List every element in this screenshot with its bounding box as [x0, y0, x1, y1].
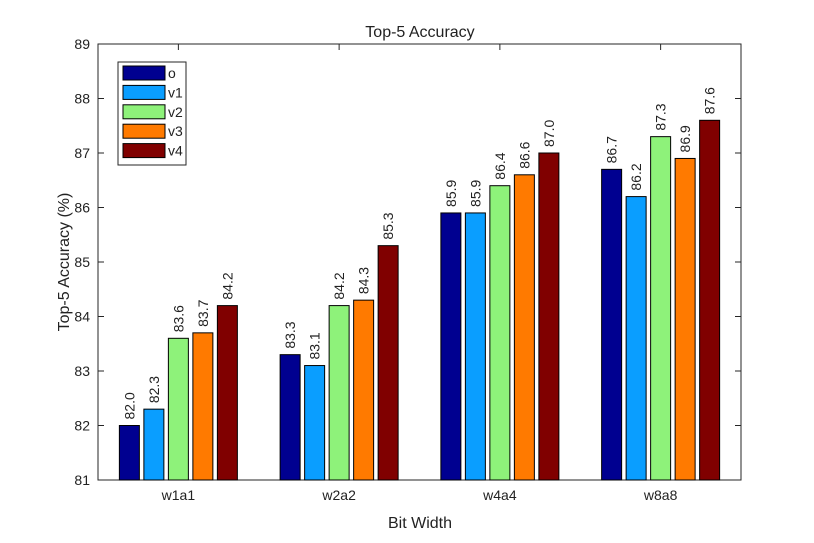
data-label: 87.0 — [541, 120, 557, 147]
data-label: 86.4 — [492, 152, 508, 179]
data-label: 83.7 — [195, 299, 211, 326]
bar — [489, 185, 511, 481]
data-label: 84.3 — [356, 267, 372, 294]
x-tick-label: w1a1 — [161, 487, 196, 503]
x-tick-label: w8a8 — [643, 487, 678, 503]
bar — [304, 365, 326, 481]
bar — [650, 136, 672, 481]
bar — [674, 157, 696, 481]
bar — [279, 354, 301, 481]
data-label: 87.3 — [653, 103, 669, 130]
data-label: 85.9 — [467, 179, 483, 206]
bar — [353, 299, 375, 481]
data-label: 83.6 — [170, 305, 186, 332]
data-label: 85.9 — [443, 179, 459, 206]
y-tick-label: 85 — [74, 254, 90, 270]
data-label: 82.0 — [121, 392, 137, 419]
data-label: 84.2 — [331, 272, 347, 299]
bar — [625, 196, 647, 481]
data-label: 87.6 — [702, 87, 718, 114]
y-tick-label: 81 — [74, 472, 90, 488]
data-label: 86.9 — [677, 125, 693, 152]
legend-swatch — [122, 84, 166, 100]
legend-label: v4 — [168, 143, 183, 159]
y-tick-label: 86 — [74, 200, 90, 216]
bar — [464, 212, 486, 481]
legend-swatch — [122, 143, 166, 159]
bar — [538, 152, 560, 481]
legend-swatch — [122, 104, 166, 120]
bar — [328, 305, 350, 481]
bar — [143, 408, 165, 481]
data-label: 82.3 — [146, 376, 162, 403]
data-label: 86.7 — [604, 136, 620, 163]
bar — [192, 332, 214, 481]
y-axis-label: Top-5 Accuracy (%) — [56, 193, 73, 332]
data-label: 86.6 — [516, 141, 532, 168]
legend-swatch — [122, 65, 166, 81]
bar — [216, 305, 238, 481]
legend-label: v1 — [168, 84, 183, 100]
data-label: 84.2 — [219, 272, 235, 299]
bar — [440, 212, 462, 481]
y-tick-label: 87 — [74, 145, 90, 161]
bar — [699, 119, 721, 481]
bar — [167, 337, 189, 481]
data-label: 85.3 — [380, 212, 396, 239]
bar — [118, 425, 140, 481]
legend-label: v3 — [168, 123, 183, 139]
data-label: 86.2 — [628, 163, 644, 190]
bar — [601, 168, 623, 481]
x-axis-label: Bit Width — [388, 515, 452, 532]
legend: o v1 v2 v3 v4 — [117, 61, 187, 166]
y-tick-label: 84 — [74, 309, 90, 325]
x-tick-label: w2a2 — [321, 487, 356, 503]
legend-label: o — [168, 65, 176, 81]
data-label: 83.1 — [307, 332, 323, 359]
bar — [377, 245, 399, 481]
data-label: 83.3 — [282, 321, 298, 348]
y-tick-label: 88 — [74, 91, 90, 107]
legend-swatch — [122, 123, 166, 139]
y-tick-label: 89 — [74, 36, 90, 52]
legend-label: v2 — [168, 104, 183, 120]
x-tick-label: w4a4 — [482, 487, 517, 503]
bar — [513, 174, 535, 481]
y-tick-label: 82 — [74, 418, 90, 434]
y-tick-label: 83 — [74, 363, 90, 379]
plot-area: 81 82 83 84 85 86 87 88 89 w1a1 82.0 82.3 83.6 83.7 84… — [74, 36, 742, 503]
chart-title: Top-5 Accuracy — [365, 24, 474, 41]
